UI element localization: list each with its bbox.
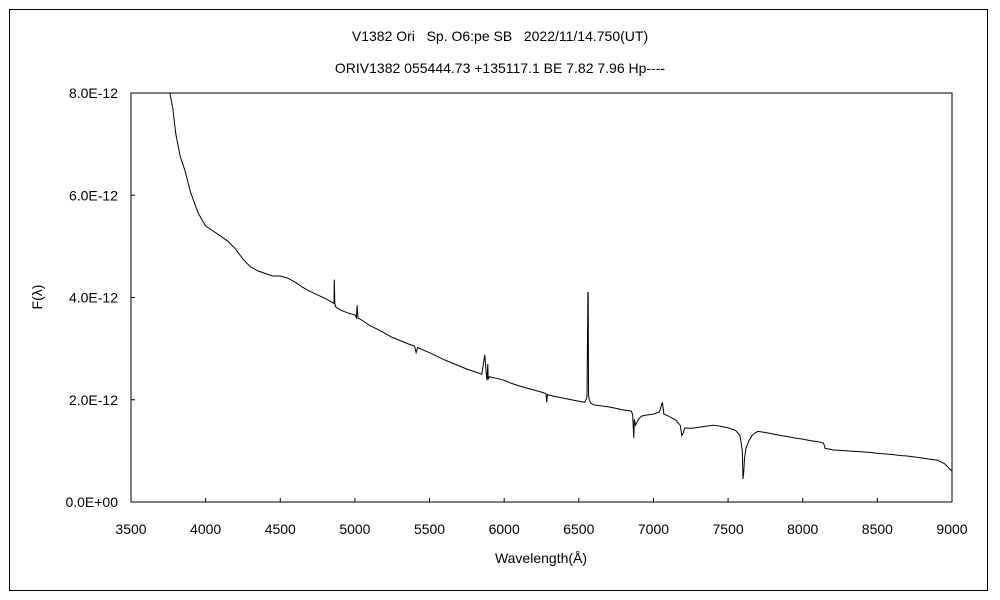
y-tick-label: 2.0E-12 — [69, 392, 118, 408]
x-tick-label: 5500 — [414, 521, 445, 537]
chart-title-line-1: V1382 Ori Sp. O6:pe SB 2022/11/14.750(UT… — [351, 28, 649, 44]
x-tick-label: 7000 — [638, 521, 669, 537]
x-tick-label: 5000 — [339, 521, 370, 537]
x-axis-title: Wavelength(Å) — [495, 550, 587, 566]
x-tick-label: 4500 — [265, 521, 296, 537]
x-tick-label: 8000 — [787, 521, 818, 537]
x-tick-label: 8500 — [862, 521, 893, 537]
x-tick-label: 6500 — [563, 521, 594, 537]
x-tick-label: 9000 — [936, 521, 967, 537]
spectrum-line — [163, 92, 953, 480]
y-tick-label: 0.0E+00 — [65, 494, 118, 510]
x-tick-label: 4000 — [190, 521, 221, 537]
y-axis: 0.0E+00 2.0E-12 4.0E-12 6.0E-12 8.0E-12 — [65, 85, 135, 510]
y-tick-label: 4.0E-12 — [69, 290, 118, 306]
x-tick-label: 7500 — [713, 521, 744, 537]
x-tick-label: 3500 — [115, 521, 146, 537]
y-tick-label: 6.0E-12 — [69, 187, 118, 203]
plot-area — [130, 92, 953, 503]
y-axis-title: F(λ) — [29, 285, 45, 310]
y-tick-label: 8.0E-12 — [69, 85, 118, 101]
x-axis: 3500 4000 4500 5000 5500 6000 6500 7000 7500 8000… — [115, 498, 968, 537]
x-tick-label: 6000 — [489, 521, 520, 537]
chart-title-line-2: ORIV1382 055444.73 +135117.1 BE 7.82 7.9… — [334, 60, 666, 76]
